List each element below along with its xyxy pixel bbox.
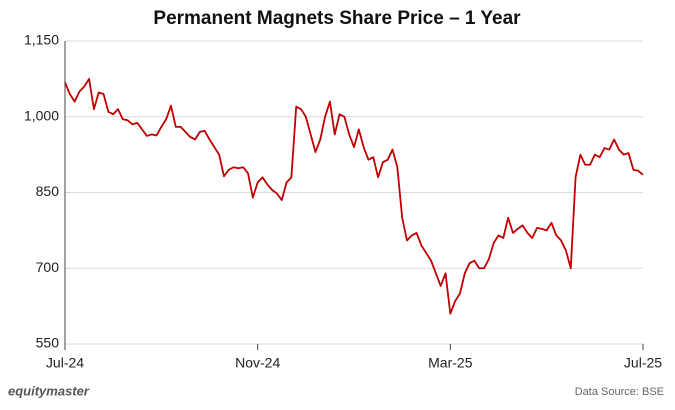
x-tick-label: Jul-24 bbox=[46, 355, 84, 371]
y-tick-label: 700 bbox=[36, 259, 60, 275]
y-tick-label: 850 bbox=[36, 183, 60, 199]
x-tick-label: Jul-25 bbox=[624, 355, 662, 371]
price-line bbox=[64, 77, 644, 315]
x-tick-label: Mar-25 bbox=[428, 355, 473, 371]
brand: equitymaster bbox=[8, 383, 90, 398]
y-tick-label: 1,000 bbox=[24, 107, 59, 123]
x-tick-label: Nov-24 bbox=[235, 355, 280, 371]
y-tick-label: 1,150 bbox=[24, 32, 59, 48]
source: Data Source: BSE bbox=[575, 386, 664, 398]
y-tick-label: 550 bbox=[36, 335, 60, 351]
chart-title: Permanent Magnets Share Price – 1 Year bbox=[153, 8, 521, 29]
